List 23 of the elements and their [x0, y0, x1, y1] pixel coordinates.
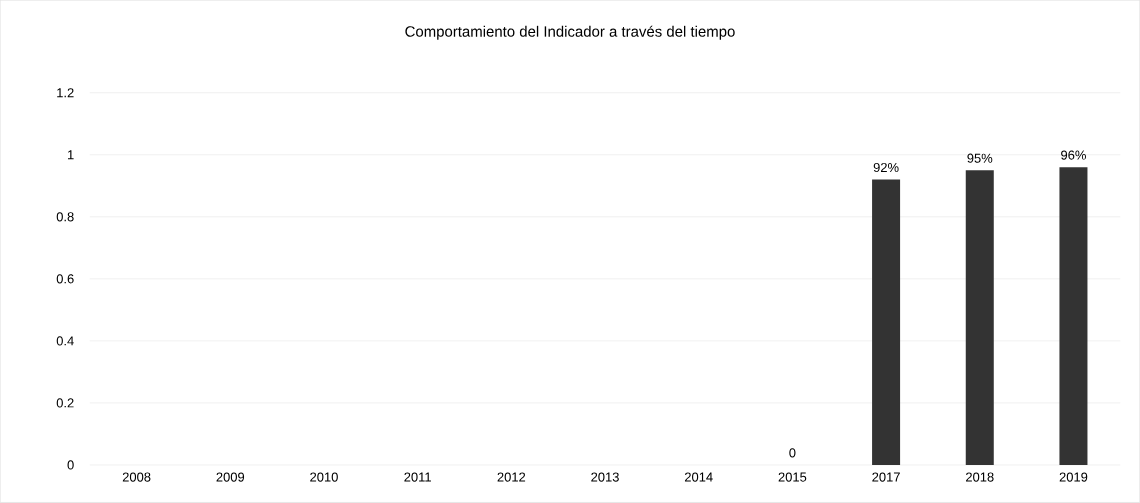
chart-title: Comportamiento del Indicador a través del tiempo [405, 25, 735, 40]
data-label: 96% [1061, 150, 1086, 160]
x-tick-label: 2012 [497, 472, 526, 482]
x-tick-label: 2009 [216, 472, 245, 482]
x-tick-label: 2017 [872, 472, 900, 482]
y-tick-label: 0.8 [56, 212, 74, 222]
x-tick-label: 2008 [122, 472, 151, 482]
x-tick-label: 2013 [591, 472, 619, 482]
y-tick-label: 1 [68, 150, 74, 160]
x-tick-label: 2010 [310, 472, 338, 482]
y-tick-label: 0.6 [56, 274, 74, 284]
y-tick-label: 0.4 [56, 336, 74, 346]
x-tick-label: 2014 [684, 472, 713, 482]
x-tick-label: 2011 [404, 472, 431, 482]
y-tick-label: 0 [67, 460, 74, 470]
y-tick-label: 1.2 [57, 88, 74, 98]
data-label: 0 [789, 448, 796, 458]
data-label: 92% [873, 163, 899, 173]
y-tick-label: 0.2 [56, 398, 74, 408]
x-tick-label: 2019 [1059, 472, 1088, 482]
data-label: 95% [967, 153, 993, 163]
x-tick-label: 2018 [966, 472, 994, 482]
x-tick-label: 2015 [778, 472, 807, 482]
